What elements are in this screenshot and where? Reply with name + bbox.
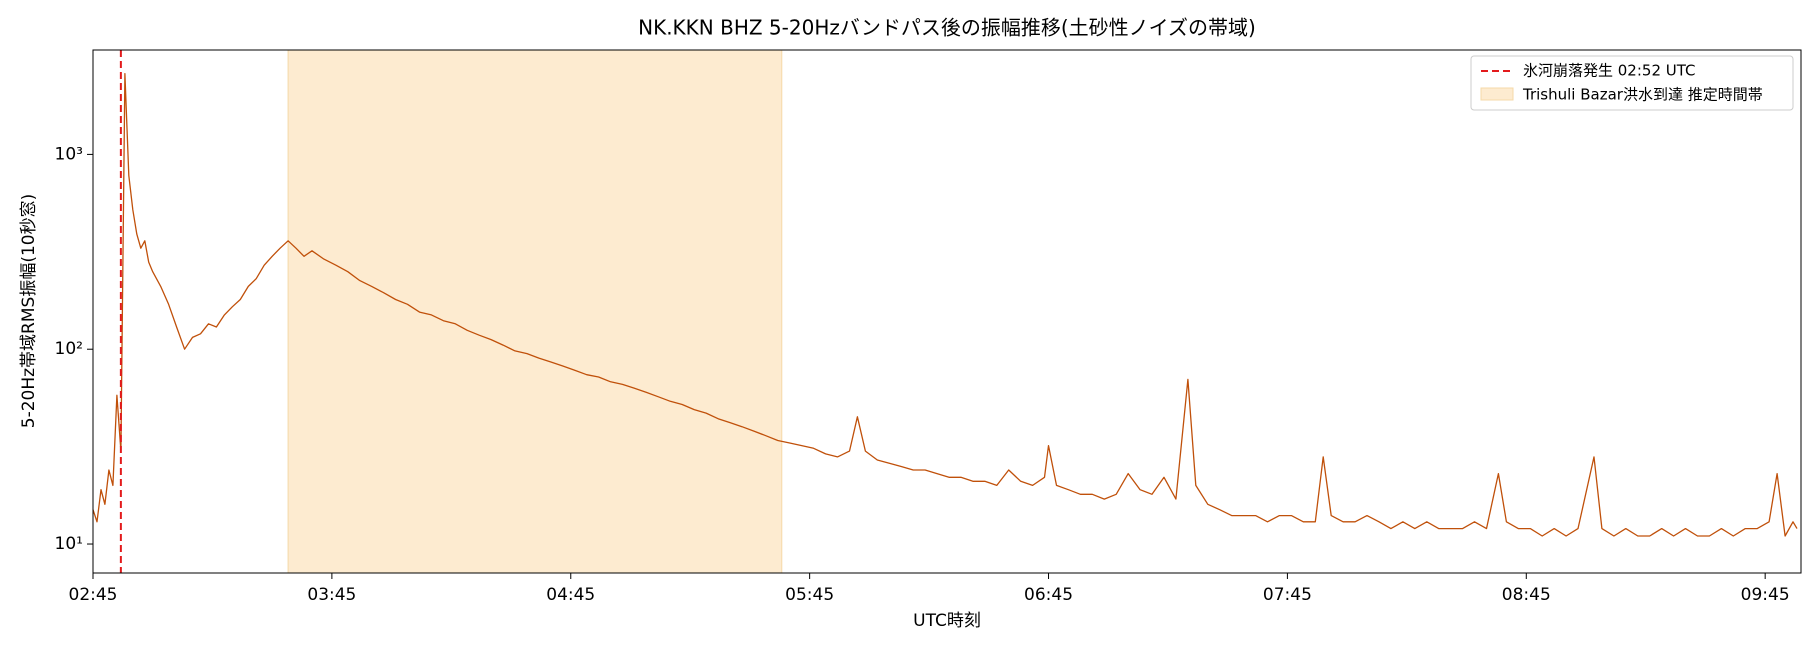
x-tick-label: 09:45 (1741, 585, 1790, 605)
y-tick-label: 10¹ (55, 534, 83, 554)
x-tick-label: 05:45 (785, 585, 834, 605)
legend-shade-swatch (1480, 87, 1514, 101)
x-tick-label: 02:45 (69, 585, 118, 605)
x-tick-label: 03:45 (307, 585, 356, 605)
flood-band (287, 49, 783, 574)
legend-label: 氷河崩落発生 02:52 UTC (1523, 62, 1696, 80)
y-tick-label: 10³ (55, 144, 83, 164)
legend-box (1470, 55, 1794, 111)
x-tick-label: 08:45 (1502, 585, 1551, 605)
series-line (92, 72, 1798, 537)
x-axis-label: UTC時刻 (913, 611, 981, 631)
x-tick-label: 07:45 (1263, 585, 1312, 605)
legend-label: Trishuli Bazar洪水到達 推定時間帯 (1522, 86, 1763, 104)
x-tick-label: 06:45 (1024, 585, 1073, 605)
chart-title: NK.KKN BHZ 5-20Hzバンドパス後の振幅推移(土砂性ノイズの帯域) (638, 16, 1256, 40)
plot-frame (92, 49, 1802, 574)
y-axis-label: 5-20Hz帯域RMS振幅(10秒窓) (19, 194, 39, 428)
y-tick-label: 10² (55, 339, 83, 359)
x-tick-label: 04:45 (546, 585, 595, 605)
